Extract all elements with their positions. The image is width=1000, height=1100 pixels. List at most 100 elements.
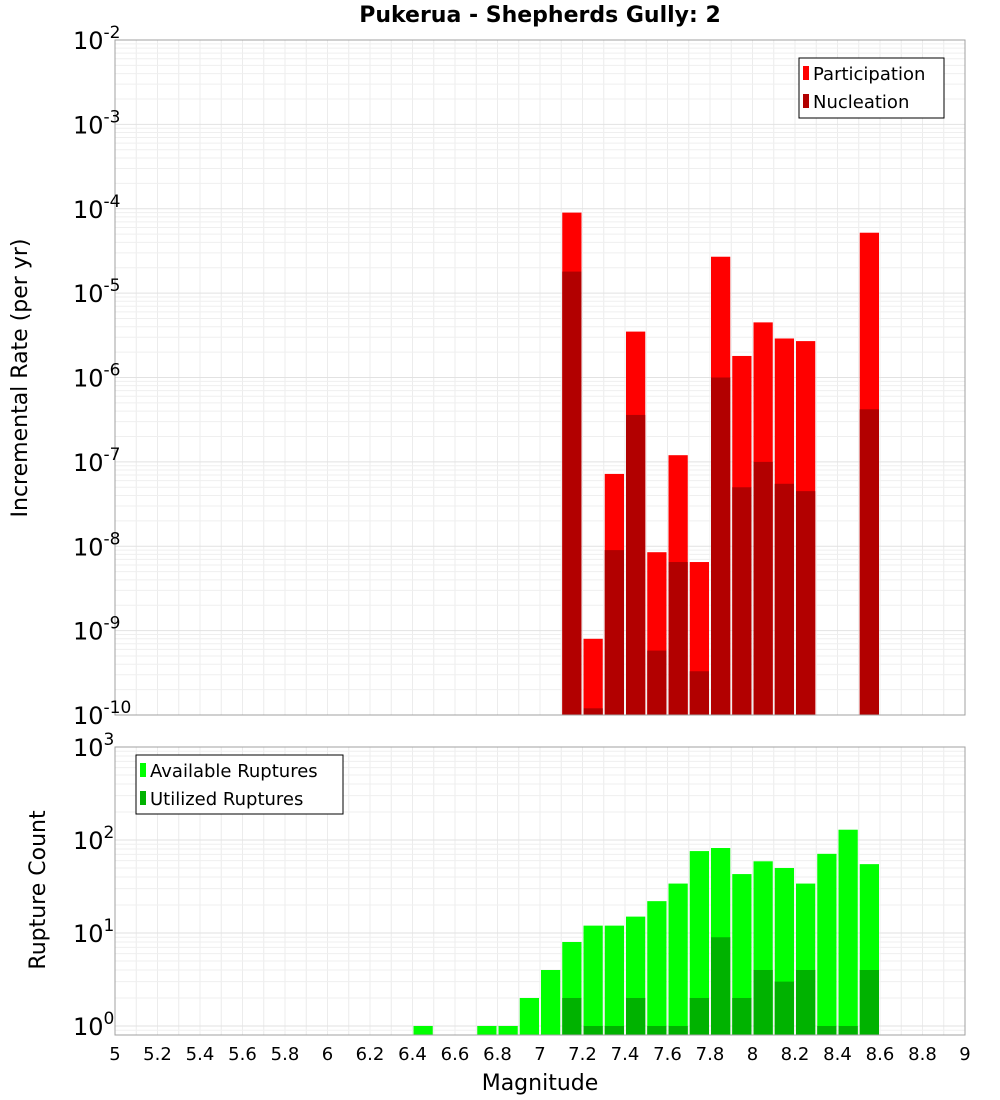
count-bar-utilized-ruptures	[711, 937, 731, 1035]
count-bar-utilized-ruptures	[796, 969, 816, 1035]
rate-y-tick-label: 10-2	[73, 23, 121, 55]
rate-y-tick-label: 10-9	[73, 614, 121, 646]
rate-bar-nucleation	[796, 491, 816, 715]
count-bar-available-ruptures	[689, 851, 709, 1035]
count-bars	[413, 829, 879, 1035]
rate-legend-box	[798, 57, 945, 119]
count-bar-utilized-ruptures	[774, 981, 794, 1035]
rate-bar-nucleation	[583, 708, 603, 715]
x-tick-label: 7.4	[611, 1044, 640, 1065]
rate-y-tick-label: 10-6	[73, 361, 121, 393]
rate-legend: Participation Nucleation	[798, 57, 945, 119]
count-bar-available-ruptures	[498, 1025, 518, 1035]
count-bar-utilized-ruptures	[668, 1025, 688, 1035]
count-bar-utilized-ruptures	[732, 997, 752, 1035]
x-tick-label: 8	[747, 1044, 758, 1065]
rate-bar-nucleation	[689, 671, 709, 715]
rate-bar-nucleation	[647, 650, 667, 715]
count-bar-utilized-ruptures	[583, 1025, 603, 1035]
count-bar-available-ruptures	[647, 901, 667, 1035]
x-tick-label: 7.8	[696, 1044, 725, 1065]
legend-nucleation-swatch	[803, 94, 809, 108]
count-bar-available-ruptures	[817, 853, 837, 1035]
count-y-tick-labels: 100 101 102 103	[73, 730, 114, 1041]
count-bar-utilized-ruptures	[689, 997, 709, 1035]
rate-bar-nucleation	[774, 483, 794, 715]
rate-bar-nucleation	[668, 562, 688, 715]
x-tick-label: 5.8	[271, 1044, 300, 1065]
rate-grid	[114, 39, 966, 716]
legend-available-label: Available Ruptures	[150, 761, 318, 782]
legend-nucleation-label: Nucleation	[813, 92, 909, 113]
rate-y-tick-label: 10-7	[73, 445, 121, 477]
count-bar-utilized-ruptures	[817, 1025, 837, 1035]
rate-y-tick-labels: 10-10 10-9 10-8 10-7 10-6 10-5 10-4 10-3 10-2	[73, 23, 131, 730]
rate-y-tick-label: 10-4	[73, 192, 121, 224]
count-bar-utilized-ruptures	[647, 1025, 667, 1035]
count-legend: Available Ruptures Utilized Ruptures	[135, 754, 344, 815]
count-bar-available-ruptures	[413, 1025, 433, 1035]
rate-y-tick-label: 10-10	[73, 698, 131, 730]
rate-bars	[562, 212, 879, 716]
x-tick-label: 6.4	[398, 1044, 427, 1065]
count-bar-available-ruptures	[541, 969, 561, 1035]
x-tick-label: 8.2	[781, 1044, 810, 1065]
count-bar-available-ruptures	[604, 925, 624, 1035]
count-y-tick-label: 100	[73, 1009, 114, 1041]
count-y-tick-label: 102	[73, 823, 114, 855]
rate-bar-participation	[583, 638, 603, 715]
x-tick-label: 7	[534, 1044, 545, 1065]
count-bar-available-ruptures	[583, 925, 603, 1035]
magnitude-x-tick-labels: 5 5.2 5.4 5.6 5.8 6 6.2 6.4 6.6 6.8 7 7.2 7.4 7.6 7.8 8…	[109, 1044, 970, 1065]
count-bar-available-ruptures	[668, 883, 688, 1035]
x-tick-label: 7.6	[653, 1044, 682, 1065]
count-bar-available-ruptures	[732, 874, 752, 1035]
count-y-tick-label: 101	[73, 916, 114, 948]
count-bar-available-ruptures	[838, 829, 858, 1035]
x-tick-label: 8.4	[823, 1044, 852, 1065]
legend-utilized-swatch	[140, 791, 146, 805]
legend-participation-label: Participation	[813, 64, 925, 85]
count-y-axis-label: Rupture Count	[26, 810, 51, 970]
count-bar-utilized-ruptures	[838, 1025, 858, 1035]
x-axis-label: Magnitude	[482, 1071, 599, 1096]
x-tick-label: 6.8	[483, 1044, 512, 1065]
rate-bar-nucleation	[711, 377, 731, 715]
rate-bar-nucleation	[604, 550, 624, 715]
x-tick-label: 9	[959, 1044, 970, 1065]
rate-y-tick-label: 10-3	[73, 107, 121, 139]
x-tick-label: 8.8	[908, 1044, 937, 1065]
x-tick-label: 8.6	[866, 1044, 895, 1065]
x-tick-label: 6.2	[356, 1044, 385, 1065]
count-legend-box	[135, 754, 344, 815]
x-tick-label: 5.6	[228, 1044, 257, 1065]
count-y-tick-label: 103	[73, 730, 114, 762]
count-bar-available-ruptures	[477, 1025, 497, 1035]
x-tick-label: 5	[109, 1044, 120, 1065]
count-bar-utilized-ruptures	[626, 997, 646, 1035]
legend-available-swatch	[140, 763, 146, 777]
rate-bar-nucleation	[859, 409, 879, 715]
rate-plot-frame	[114, 39, 966, 716]
rate-bar-nucleation	[626, 414, 646, 715]
count-bar-utilized-ruptures	[604, 1025, 624, 1035]
x-tick-label: 6	[322, 1044, 333, 1065]
x-tick-label: 5.4	[186, 1044, 215, 1065]
count-plot-frame	[114, 746, 966, 1036]
rate-y-tick-label: 10-8	[73, 529, 121, 561]
rate-bar-nucleation	[562, 271, 582, 715]
count-bar-utilized-ruptures	[859, 969, 879, 1035]
rate-y-axis-label: Incremental Rate (per yr)	[8, 239, 33, 518]
rupture-count-panel: 100 101 102 103 5 5.2 5.4 5.6 5.8 6 6.2 6.4 6.6 6.8 7…	[26, 730, 971, 1096]
count-bar-utilized-ruptures	[753, 969, 773, 1035]
x-tick-label: 6.6	[441, 1044, 470, 1065]
rate-bar-nucleation	[732, 487, 752, 715]
legend-participation-swatch	[803, 66, 809, 80]
x-tick-label: 5.2	[143, 1044, 172, 1065]
x-tick-label: 7.2	[568, 1044, 597, 1065]
rate-y-tick-label: 10-5	[73, 276, 121, 308]
legend-utilized-label: Utilized Ruptures	[150, 789, 303, 810]
rate-panel: 10-10 10-9 10-8 10-7 10-6 10-5 10-4 10-3 10-2 In…	[8, 23, 966, 730]
count-bar-available-ruptures	[519, 997, 539, 1035]
